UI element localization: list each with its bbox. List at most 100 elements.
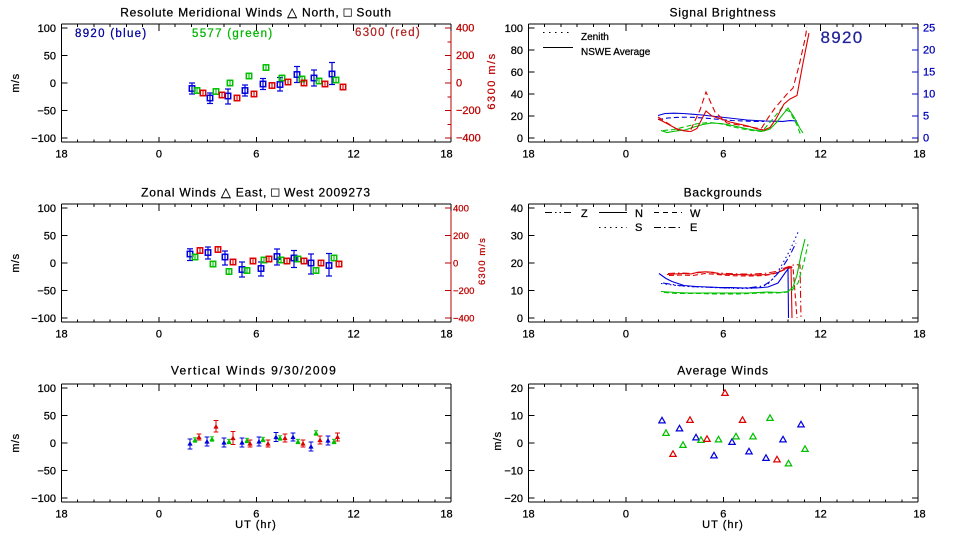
svg-text:0: 0 xyxy=(517,313,523,325)
svg-text:N: N xyxy=(635,208,643,220)
svg-text:40: 40 xyxy=(511,89,523,101)
svg-text:−20: −20 xyxy=(504,493,523,505)
svg-text:Signal Brightness: Signal Brightness xyxy=(670,6,777,20)
svg-text:6: 6 xyxy=(253,149,259,161)
svg-text:400: 400 xyxy=(453,204,469,215)
svg-text:15: 15 xyxy=(923,67,935,79)
svg-text:12: 12 xyxy=(815,149,827,161)
svg-text:18: 18 xyxy=(440,149,452,161)
svg-text:6300 (red): 6300 (red) xyxy=(355,27,421,39)
svg-text:6: 6 xyxy=(253,509,259,521)
svg-text:−200: −200 xyxy=(456,105,481,117)
svg-text:6: 6 xyxy=(253,329,259,341)
svg-text:0: 0 xyxy=(456,78,462,90)
svg-text:−400: −400 xyxy=(456,133,481,145)
svg-text:12: 12 xyxy=(348,149,360,161)
svg-text:0: 0 xyxy=(923,133,929,145)
svg-text:6300 m/s: 6300 m/s xyxy=(486,52,498,109)
svg-text:m/s: m/s xyxy=(10,73,22,92)
svg-text:−50: −50 xyxy=(37,285,56,297)
svg-text:Backgrounds: Backgrounds xyxy=(684,186,763,200)
svg-text:−200: −200 xyxy=(453,286,474,297)
svg-text:S: S xyxy=(635,222,642,234)
svg-text:6: 6 xyxy=(720,509,726,521)
svg-text:−50: −50 xyxy=(37,105,56,117)
svg-text:−100: −100 xyxy=(31,133,56,145)
svg-text:0: 0 xyxy=(156,509,162,521)
svg-text:−400: −400 xyxy=(453,314,474,325)
svg-text:18: 18 xyxy=(440,329,452,341)
svg-text:8920: 8920 xyxy=(820,28,863,47)
svg-text:0: 0 xyxy=(50,258,56,270)
svg-text:20: 20 xyxy=(511,383,523,395)
svg-text:10: 10 xyxy=(511,410,523,422)
svg-text:Z: Z xyxy=(581,208,588,220)
svg-text:Resolute Meridional Winds △: Resolute Meridional Winds △ North, □ Sou… xyxy=(120,5,392,20)
svg-text:6300 m/s: 6300 m/s xyxy=(477,237,488,285)
svg-text:20: 20 xyxy=(923,45,935,57)
svg-text:10: 10 xyxy=(511,285,523,297)
svg-text:12: 12 xyxy=(348,509,360,521)
svg-text:50: 50 xyxy=(44,50,56,62)
svg-text:18: 18 xyxy=(522,509,534,521)
svg-text:0: 0 xyxy=(156,329,162,341)
svg-text:0: 0 xyxy=(517,438,523,450)
svg-text:8920 (blue): 8920 (blue) xyxy=(75,28,147,40)
svg-text:−50: −50 xyxy=(37,465,56,477)
svg-text:200: 200 xyxy=(453,231,469,242)
svg-text:6: 6 xyxy=(720,149,726,161)
svg-text:12: 12 xyxy=(815,329,827,341)
svg-text:−10: −10 xyxy=(504,465,523,477)
svg-text:UT (hr): UT (hr) xyxy=(235,519,277,531)
svg-text:UT (hr): UT (hr) xyxy=(702,519,744,531)
svg-text:NSWE Average: NSWE Average xyxy=(581,47,651,58)
svg-text:0: 0 xyxy=(517,133,523,145)
svg-text:100: 100 xyxy=(505,23,523,35)
svg-text:0: 0 xyxy=(50,438,56,450)
svg-text:18: 18 xyxy=(913,149,925,161)
svg-text:60: 60 xyxy=(511,67,523,79)
svg-text:10: 10 xyxy=(923,89,935,101)
svg-text:Zonal Winds △ East, □ West 2: Zonal Winds △ East, □ West 2009273 xyxy=(141,185,371,200)
svg-text:200: 200 xyxy=(456,50,474,62)
svg-text:12: 12 xyxy=(348,329,360,341)
svg-text:0: 0 xyxy=(453,259,458,270)
svg-text:5577 (green): 5577 (green) xyxy=(192,28,273,40)
svg-text:−100: −100 xyxy=(31,313,56,325)
svg-text:W: W xyxy=(690,208,701,220)
svg-text:Average Winds: Average Winds xyxy=(677,364,769,378)
svg-text:100: 100 xyxy=(38,383,56,395)
svg-text:Vertical Winds 9/30/2009: Vertical Winds 9/30/2009 xyxy=(171,364,337,378)
svg-text:18: 18 xyxy=(440,509,452,521)
svg-text:18: 18 xyxy=(55,329,67,341)
svg-text:18: 18 xyxy=(522,329,534,341)
svg-text:0: 0 xyxy=(50,78,56,90)
svg-text:−100: −100 xyxy=(31,493,56,505)
svg-text:0: 0 xyxy=(156,149,162,161)
svg-text:Zenith: Zenith xyxy=(581,32,609,43)
svg-text:25: 25 xyxy=(923,23,935,35)
svg-text:30: 30 xyxy=(511,230,523,242)
svg-text:100: 100 xyxy=(38,203,56,215)
svg-text:20: 20 xyxy=(511,258,523,270)
svg-text:100: 100 xyxy=(38,23,56,35)
svg-text:18: 18 xyxy=(913,509,925,521)
svg-text:m/s: m/s xyxy=(492,431,504,450)
svg-text:40: 40 xyxy=(511,203,523,215)
svg-text:0: 0 xyxy=(623,509,629,521)
svg-text:0: 0 xyxy=(623,329,629,341)
svg-text:m/s: m/s xyxy=(10,433,22,452)
svg-text:50: 50 xyxy=(44,230,56,242)
svg-text:50: 50 xyxy=(44,410,56,422)
svg-text:5: 5 xyxy=(923,111,929,123)
svg-text:m/s: m/s xyxy=(10,253,22,272)
svg-text:20: 20 xyxy=(511,111,523,123)
svg-text:18: 18 xyxy=(522,149,534,161)
svg-text:400: 400 xyxy=(456,23,474,35)
svg-text:E: E xyxy=(690,222,697,234)
svg-text:12: 12 xyxy=(815,509,827,521)
svg-text:0: 0 xyxy=(623,149,629,161)
svg-text:18: 18 xyxy=(55,509,67,521)
svg-text:18: 18 xyxy=(55,149,67,161)
svg-text:80: 80 xyxy=(511,45,523,57)
